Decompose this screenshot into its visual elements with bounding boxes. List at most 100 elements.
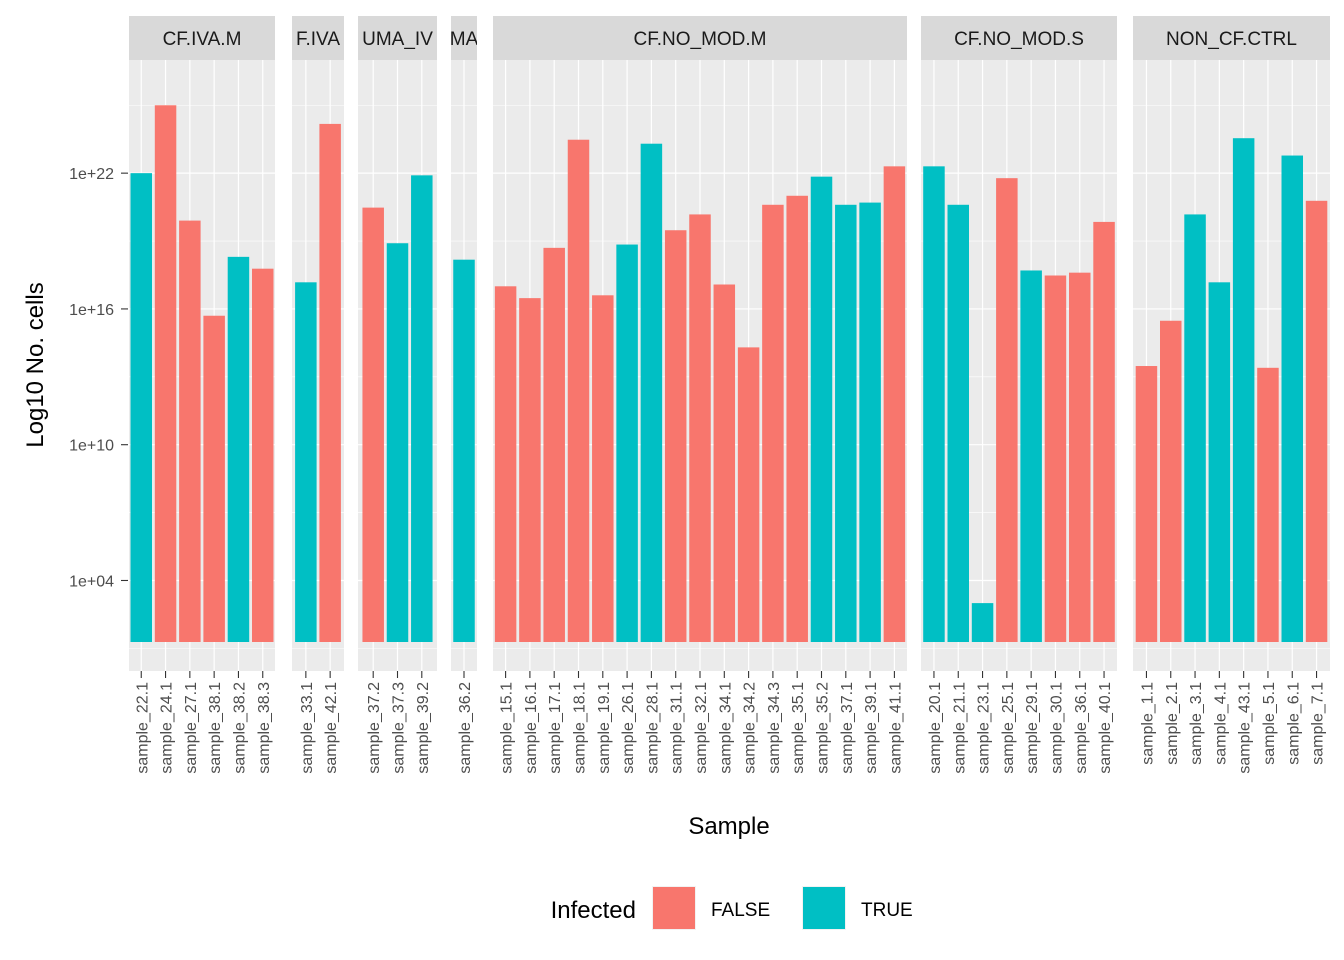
x-tick-label: sample_25.1: [1000, 682, 1017, 774]
bar: [453, 259, 475, 642]
x-tick-label: sample_37.2: [366, 682, 383, 774]
x-tick-label: sample_39.1: [863, 682, 880, 774]
x-tick-label: sample_32.1: [693, 682, 710, 774]
x-tick-label: sample_5.1: [1261, 682, 1278, 765]
bar: [1135, 366, 1158, 642]
y-tick-label: 1e+16: [69, 302, 114, 319]
bar: [923, 166, 945, 643]
bar: [689, 214, 711, 642]
x-tick-label: sample_37.3: [391, 682, 408, 774]
bar: [1257, 367, 1279, 642]
facet-strip: [921, 16, 1117, 60]
facet-panel: MA sample_36.2: [450, 16, 479, 774]
x-tick-label: sample_28.1: [644, 682, 661, 774]
x-tick-label: sample_37.1: [839, 682, 856, 774]
panel-background: [129, 60, 275, 671]
facet-panel: CF.IVA.M sample_22.1 sample_24.1 sample_27.…: [129, 16, 275, 774]
x-tick-label: sample_17.1: [547, 682, 564, 774]
legend-label-true: TRUE: [861, 900, 913, 921]
bar: [1069, 272, 1091, 642]
bar: [859, 202, 881, 643]
facet-panel: CF.NO_MOD.S sample_20.1 sample_21.1 sample_…: [921, 16, 1117, 774]
bar: [1020, 270, 1042, 642]
x-tick-label: sample_6.1: [1285, 682, 1302, 765]
bar: [664, 230, 687, 642]
x-tick-label: sample_7.1: [1310, 682, 1327, 765]
facet-panels: CF.IVA.M sample_22.1 sample_24.1 sample_27.…: [129, 16, 1330, 774]
bar: [567, 139, 590, 642]
x-tick-label: sample_33.1: [299, 682, 316, 774]
facet-strip-label: CF.NO_MOD.S: [954, 29, 1084, 50]
legend-swatch-true: [803, 887, 845, 929]
bar: [252, 268, 274, 642]
y-axis: 1e+04 1e+10 1e+16 1e+22: [69, 166, 128, 590]
facet-strip-label: CF.IVA.M: [163, 29, 242, 50]
x-tick-label: sample_23.1: [976, 682, 993, 774]
bar: [1044, 275, 1067, 642]
x-tick-label: sample_38.3: [256, 682, 273, 774]
legend: Infected FALSE TRUE: [551, 886, 913, 930]
bar: [1160, 320, 1182, 642]
x-tick-label: sample_27.1: [183, 682, 200, 774]
bar: [947, 204, 969, 642]
bar: [810, 176, 833, 643]
bar: [203, 315, 225, 642]
facet-strip: [358, 16, 437, 60]
bar: [996, 178, 1018, 642]
facet-panel: UMA_IV sample_37.2 sample_37.3 sample_39.2: [358, 16, 437, 774]
y-tick-label: 1e+04: [69, 573, 114, 590]
facet-strip: [292, 16, 344, 60]
bar: [386, 243, 409, 642]
legend-swatch-false: [653, 887, 695, 929]
bar: [883, 166, 906, 643]
x-tick-label: sample_29.1: [1024, 682, 1041, 774]
bar: [592, 295, 614, 642]
bar: [616, 244, 638, 642]
bar: [1305, 200, 1328, 642]
bar: [835, 204, 857, 642]
x-tick-label: sample_40.1: [1097, 682, 1114, 774]
x-axis-title: Sample: [688, 813, 769, 840]
x-tick-label: sample_38.1: [207, 682, 224, 774]
x-tick-label: sample_38.2: [231, 682, 248, 774]
x-tick-label: sample_18.1: [572, 682, 589, 774]
bar: [411, 175, 433, 642]
x-tick-label: sample_35.1: [790, 682, 807, 774]
x-tick-label: sample_36.1: [1073, 682, 1090, 774]
facet-panel: CF.NO_MOD.M sample_15.1 sample_16.1 sample_…: [493, 16, 907, 774]
facet-strip-label: CF.NO_MOD.M: [634, 29, 767, 50]
x-tick-label: sample_15.1: [499, 682, 516, 774]
facet-strip-label: NON_CF.CTRL: [1166, 29, 1297, 50]
bar: [762, 204, 784, 642]
bar: [1232, 138, 1255, 642]
bar: [494, 286, 517, 642]
bar: [971, 603, 994, 642]
facet-strip-label: MA: [450, 29, 479, 50]
legend-title: Infected: [551, 897, 636, 924]
bar: [640, 143, 663, 643]
bar: [295, 282, 317, 642]
x-tick-label: sample_22.1: [134, 682, 151, 774]
facet-strip: [129, 16, 275, 60]
facet-strip: [1133, 16, 1330, 60]
bar: [1093, 221, 1115, 642]
x-tick-label: sample_4.1: [1212, 682, 1229, 765]
x-tick-label: sample_26.1: [620, 682, 637, 774]
x-tick-label: sample_34.1: [717, 682, 734, 774]
x-tick-label: sample_19.1: [596, 682, 613, 774]
x-tick-label: sample_2.1: [1164, 682, 1181, 765]
bar: [362, 207, 384, 642]
x-tick-label: sample_35.2: [815, 682, 832, 774]
x-tick-label: sample_39.2: [415, 682, 432, 774]
facet-strip: [451, 16, 477, 60]
x-tick-label: sample_1.1: [1139, 682, 1156, 765]
bar: [154, 105, 177, 642]
bar: [130, 173, 152, 643]
bar: [179, 220, 201, 642]
legend-label-false: FALSE: [711, 900, 770, 921]
facet-panel: NON_CF.CTRL sample_1.1 sample_2.1 sample_3.…: [1133, 16, 1330, 774]
x-tick-label: sample_31.1: [669, 682, 686, 774]
facet-strip-label: UMA_IV: [362, 29, 433, 50]
x-tick-label: sample_3.1: [1188, 682, 1205, 765]
